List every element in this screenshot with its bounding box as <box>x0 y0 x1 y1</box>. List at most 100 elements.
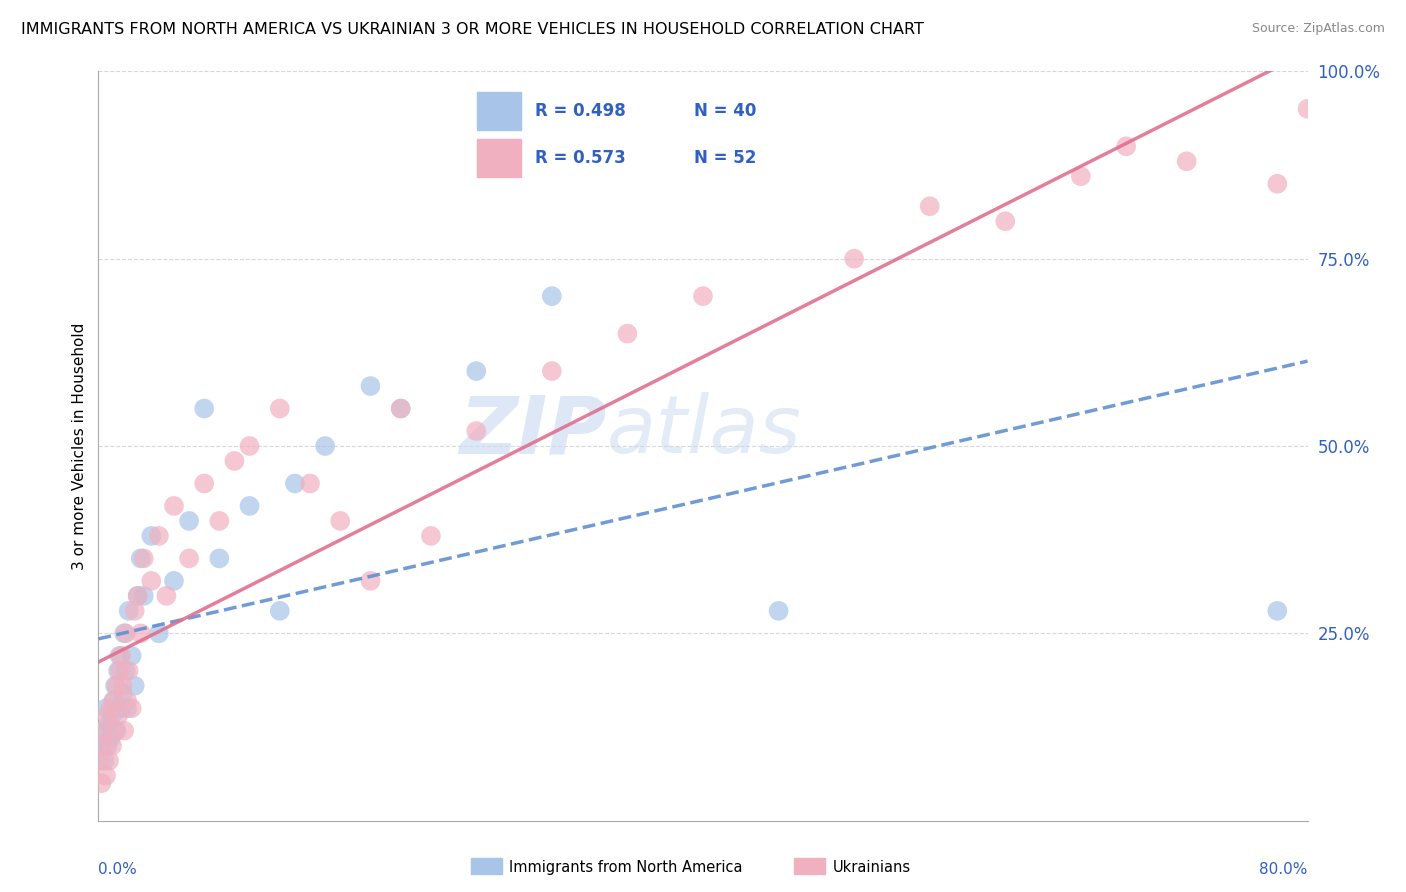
Point <box>616 326 638 341</box>
Point <box>163 574 186 588</box>
Point <box>110 701 132 715</box>
Point <box>269 401 291 416</box>
Point <box>98 754 121 768</box>
Point <box>93 739 115 753</box>
Point <box>314 439 336 453</box>
Point <box>994 214 1017 228</box>
Point <box>208 514 231 528</box>
Point <box>148 626 170 640</box>
Point <box>692 289 714 303</box>
Point <box>91 723 114 738</box>
Point <box>269 604 291 618</box>
Point <box>239 499 262 513</box>
Point <box>844 252 866 266</box>
Point <box>111 686 134 700</box>
Point <box>1175 154 1198 169</box>
Text: Source: ZipAtlas.com: Source: ZipAtlas.com <box>1251 22 1385 36</box>
Point <box>105 723 128 738</box>
Point <box>329 514 352 528</box>
Point <box>118 664 141 678</box>
Point <box>90 739 112 753</box>
Point <box>132 589 155 603</box>
Point <box>389 401 412 416</box>
Point <box>103 694 125 708</box>
Point <box>114 626 136 640</box>
Point <box>127 589 149 603</box>
Point <box>1115 139 1137 153</box>
Point <box>103 694 125 708</box>
Text: ZIP: ZIP <box>458 392 606 470</box>
Point <box>1070 169 1092 184</box>
Point <box>96 739 118 753</box>
Point <box>89 754 111 768</box>
Point <box>104 723 127 738</box>
Point <box>360 379 382 393</box>
Point <box>93 754 115 768</box>
Point <box>918 199 941 213</box>
Point <box>107 664 129 678</box>
Point <box>104 679 127 693</box>
Point <box>96 708 118 723</box>
Point <box>465 364 488 378</box>
Text: Immigrants from North America: Immigrants from North America <box>509 860 742 874</box>
Point <box>179 551 201 566</box>
Point <box>193 476 215 491</box>
Y-axis label: 3 or more Vehicles in Household: 3 or more Vehicles in Household <box>72 322 87 570</box>
Point <box>389 401 412 416</box>
Point <box>90 776 112 790</box>
Point <box>94 769 117 783</box>
Point <box>129 626 152 640</box>
Point <box>155 589 177 603</box>
Point <box>224 454 246 468</box>
Point <box>115 701 138 715</box>
Point <box>420 529 443 543</box>
Point <box>101 708 124 723</box>
Point <box>1296 102 1319 116</box>
Point <box>118 604 141 618</box>
Point <box>100 701 122 715</box>
Point <box>141 529 163 543</box>
Point <box>193 401 215 416</box>
Text: Ukrainians: Ukrainians <box>832 860 911 874</box>
Point <box>768 604 790 618</box>
Point <box>284 476 307 491</box>
Text: 80.0%: 80.0% <box>1260 862 1308 877</box>
Point <box>112 723 135 738</box>
Point <box>100 731 122 746</box>
Point <box>107 708 129 723</box>
Point <box>163 499 186 513</box>
Point <box>239 439 262 453</box>
Point <box>94 701 117 715</box>
Point <box>360 574 382 588</box>
Point <box>299 476 322 491</box>
Point <box>114 664 136 678</box>
Point <box>540 289 562 303</box>
Point <box>115 694 138 708</box>
Point <box>141 574 163 588</box>
Point <box>110 648 132 663</box>
Point <box>1267 604 1289 618</box>
Point <box>108 648 131 663</box>
Text: IMMIGRANTS FROM NORTH AMERICA VS UKRAINIAN 3 OR MORE VEHICLES IN HOUSEHOLD CORRE: IMMIGRANTS FROM NORTH AMERICA VS UKRAINI… <box>21 22 924 37</box>
Point <box>1267 177 1289 191</box>
Point <box>121 701 143 715</box>
Point <box>540 364 562 378</box>
Point <box>105 679 128 693</box>
Point <box>108 664 131 678</box>
Point <box>124 679 146 693</box>
Point <box>111 679 134 693</box>
Point <box>127 589 149 603</box>
Point <box>132 551 155 566</box>
Point <box>91 723 114 738</box>
Point <box>208 551 231 566</box>
Text: 0.0%: 0.0% <box>98 862 138 877</box>
Point <box>101 739 124 753</box>
Text: atlas: atlas <box>606 392 801 470</box>
Point <box>124 604 146 618</box>
Point <box>112 626 135 640</box>
Point <box>121 648 143 663</box>
Point <box>179 514 201 528</box>
Point <box>465 424 488 438</box>
Point <box>129 551 152 566</box>
Point <box>148 529 170 543</box>
